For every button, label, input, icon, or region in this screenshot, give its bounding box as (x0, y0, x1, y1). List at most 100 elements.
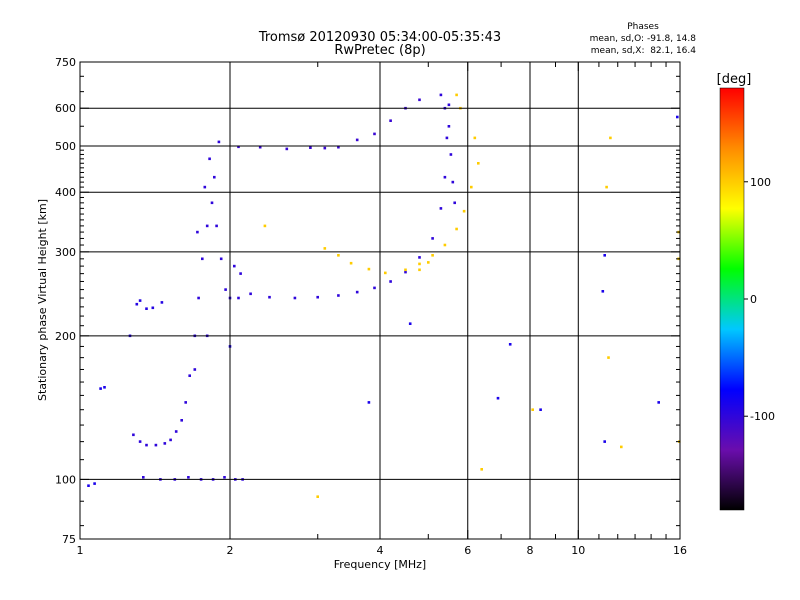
data-point (455, 93, 458, 97)
data-point (337, 145, 340, 149)
data-point (431, 254, 434, 257)
data-point (609, 136, 612, 140)
data-point (316, 495, 319, 498)
data-point (620, 445, 623, 449)
data-point (439, 93, 443, 97)
x-tick-label: 6 (464, 544, 471, 557)
data-point (87, 484, 90, 487)
y-tick-label: 750 (55, 56, 76, 69)
x-tick-label: 1 (77, 544, 84, 557)
data-point (389, 119, 392, 122)
data-point (355, 290, 359, 294)
data-point (404, 270, 407, 274)
data-point (309, 146, 312, 149)
data-point (154, 443, 158, 447)
colorbar-ticks: 100 0 -100 (744, 176, 775, 423)
data-point (367, 401, 371, 404)
x-tick-label: 2 (227, 544, 234, 557)
colorbar-label: [deg] (717, 72, 752, 87)
data-point (443, 243, 447, 247)
data-point (203, 185, 207, 189)
data-point (103, 386, 106, 389)
data-point (151, 306, 155, 310)
data-point (316, 295, 319, 299)
data-point (418, 98, 421, 102)
stats-header: Phases (627, 22, 659, 32)
data-point (447, 125, 451, 128)
data-point (473, 136, 477, 140)
data-point (439, 207, 443, 210)
data-point (477, 162, 480, 165)
x-tick-label: 8 (527, 544, 534, 557)
x-tick-label: 4 (377, 544, 384, 557)
data-point (605, 185, 608, 189)
data-point (443, 175, 447, 179)
data-point (201, 257, 204, 261)
data-point (418, 262, 421, 266)
data-point (455, 227, 458, 231)
data-point (188, 374, 191, 377)
data-point (258, 145, 262, 149)
y-tick-label: 300 (55, 246, 76, 259)
data-point (355, 138, 359, 142)
data-point (408, 322, 412, 325)
data-point (470, 185, 473, 189)
data-point (657, 401, 660, 404)
data-point (239, 272, 242, 275)
stats-line-o: mean, sd,O: -91.8, 14.8 (590, 34, 697, 44)
data-point (193, 368, 197, 371)
data-point (197, 296, 200, 300)
data-point (349, 261, 353, 265)
data-point (293, 296, 297, 300)
data-point (323, 146, 327, 150)
data-point (163, 442, 167, 445)
y-tick-label: 200 (55, 330, 76, 343)
data-point (93, 482, 96, 485)
data-point (237, 296, 240, 300)
data-point (263, 224, 267, 228)
data-point (142, 476, 145, 479)
data-point (445, 136, 449, 140)
data-point (132, 433, 135, 437)
data-point (496, 396, 500, 400)
chart-title: Tromsø 20120930 05:34:00-05:35:43 (258, 30, 501, 45)
colorbar-tick-label: -100 (750, 410, 775, 423)
data-point (337, 254, 340, 257)
x-tick-label: 16 (673, 544, 687, 557)
data-point (138, 299, 142, 302)
y-axis: 75 100 200 300 400 500 600 750 (55, 56, 680, 546)
data-point (145, 307, 148, 310)
data-point (453, 201, 456, 205)
data-point (462, 209, 466, 213)
grid-lines (80, 62, 680, 539)
data-point (187, 476, 190, 479)
data-point (233, 264, 236, 268)
y-tick-label: 75 (62, 533, 76, 546)
data-point (447, 103, 451, 107)
data-point (180, 419, 183, 422)
y-tick-label: 500 (55, 140, 76, 153)
data-point (427, 261, 430, 264)
data-point (373, 132, 376, 136)
data-point (196, 230, 199, 234)
y-axis-label: Stationary phase Virtual Height [km] (36, 199, 49, 401)
data-point (676, 115, 679, 119)
data-point (208, 157, 211, 161)
data-point (249, 292, 252, 296)
data-point (373, 286, 376, 290)
x-tick-label: 10 (571, 544, 585, 557)
data-point (601, 290, 605, 293)
data-point (431, 237, 434, 240)
data-point (213, 175, 216, 179)
data-point (418, 256, 421, 259)
data-point (184, 401, 187, 404)
data-point (603, 254, 606, 257)
y-tick-label: 600 (55, 102, 76, 115)
data-point (135, 302, 139, 306)
data-point (215, 224, 218, 228)
y-tick-label: 100 (55, 473, 76, 486)
data-point (138, 440, 142, 443)
data-point (607, 356, 610, 359)
data-point (219, 257, 223, 261)
colorbar (719, 87, 745, 511)
